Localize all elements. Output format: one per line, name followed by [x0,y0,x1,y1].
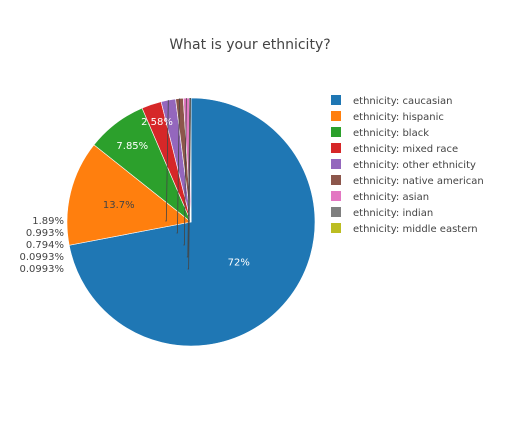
slice-hispanic [66,144,192,246]
legend-swatch-other-ethnicity[interactable] [331,159,341,169]
legend-label-middle-eastern[interactable]: ethnicity: middle eastern [353,224,478,235]
slice-caucasian [68,97,316,347]
legend-swatch-middle-eastern[interactable] [331,223,341,233]
legend-label-hispanic[interactable]: ethnicity: hispanic [353,112,444,123]
leader-line-indian [186,98,191,258]
legend-label-mixed-race[interactable]: ethnicity: mixed race [353,144,458,155]
legend-label-native-american[interactable]: ethnicity: native american [353,176,484,187]
slice-label-middle-eastern: 0.0993% [20,264,65,275]
legend: ethnicity: caucasian ethnicity: hispanic e… [331,95,484,235]
legend-swatch-mixed-race[interactable] [331,143,341,153]
legend-label-asian[interactable]: ethnicity: asian [353,192,429,203]
leader-line-middle-eastern [187,97,192,270]
slice-labels: 72%13.7%7.85%2.58%1.89%0.993%0.794%0.099… [20,97,250,275]
legend-label-black[interactable]: ethnicity: black [353,128,429,139]
pie-slices [66,97,316,347]
slice-label-hispanic: 13.7% [103,200,135,211]
slice-label-asian: 0.794% [26,240,64,251]
slice-label-mixed-race: 2.58% [141,117,173,128]
legend-swatch-hispanic[interactable] [331,111,341,121]
slice-label-native-american: 0.993% [26,228,64,239]
legend-label-indian[interactable]: ethnicity: indian [353,208,433,219]
legend-label-other-ethnicity[interactable]: ethnicity: other ethnicity [353,160,476,171]
leader-line-native-american [176,98,180,234]
legend-swatch-caucasian[interactable] [331,95,341,105]
slice-label-indian: 0.0993% [20,252,65,263]
slice-label-other-ethnicity: 1.89% [32,216,64,227]
legend-label-caucasian[interactable]: ethnicity: caucasian [353,96,453,107]
leader-line-asian [183,98,187,246]
slice-label-black: 7.85% [116,141,148,152]
slice-label-caucasian: 72% [228,258,250,269]
legend-swatch-native-american[interactable] [331,175,341,185]
leader-line-other-ethnicity [165,100,169,222]
legend-swatch-indian[interactable] [331,207,341,217]
chart-title: What is your ethnicity? [169,37,330,53]
legend-swatch-asian[interactable] [331,191,341,201]
legend-swatch-black[interactable] [331,127,341,137]
